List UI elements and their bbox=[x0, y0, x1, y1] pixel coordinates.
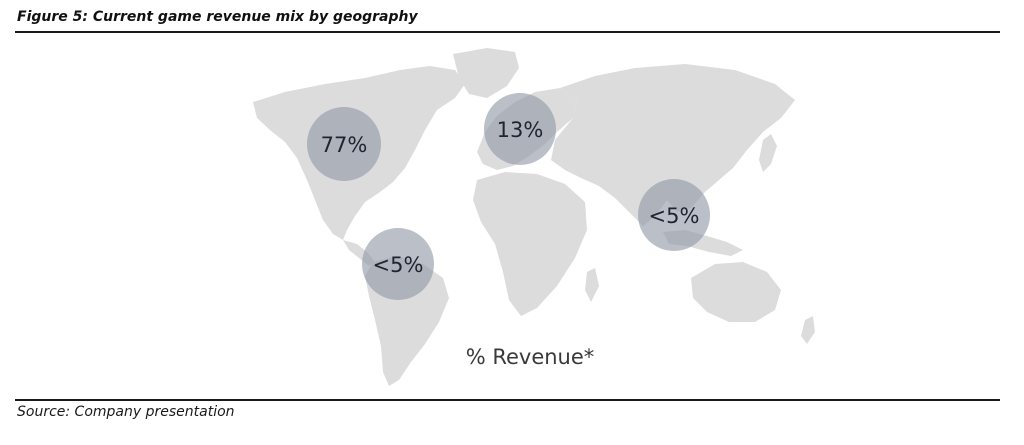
bubble-north-america bbox=[307, 107, 381, 181]
bubble-label-south-america: <5% bbox=[373, 253, 424, 277]
land-australia bbox=[691, 262, 781, 322]
chart-caption: % Revenue* bbox=[465, 345, 595, 369]
land-new-zealand bbox=[801, 316, 815, 344]
figure-title: Figure 5: Current game revenue mix by ge… bbox=[17, 9, 418, 25]
land-asia bbox=[551, 64, 795, 226]
source-note: Source: Company presentation bbox=[17, 404, 235, 420]
land-madagascar bbox=[585, 268, 599, 302]
bubble-europe bbox=[484, 93, 556, 165]
revenue-bubbles: 77% 13% <5% <5% bbox=[307, 93, 710, 300]
world-map-chart: 77% 13% <5% <5% bbox=[215, 40, 835, 390]
world-map-svg: 77% 13% <5% <5% bbox=[253, 48, 815, 386]
bubble-south-america bbox=[362, 228, 434, 300]
top-rule bbox=[15, 31, 1000, 33]
bottom-rule bbox=[15, 399, 1000, 401]
land-japan bbox=[759, 134, 777, 172]
land-africa bbox=[473, 172, 587, 316]
bubble-label-europe: 13% bbox=[497, 118, 544, 142]
bubble-label-north-america: 77% bbox=[321, 133, 368, 157]
bubble-label-asia: <5% bbox=[649, 204, 700, 228]
bubble-asia bbox=[638, 179, 710, 251]
land-greenland bbox=[453, 48, 519, 98]
